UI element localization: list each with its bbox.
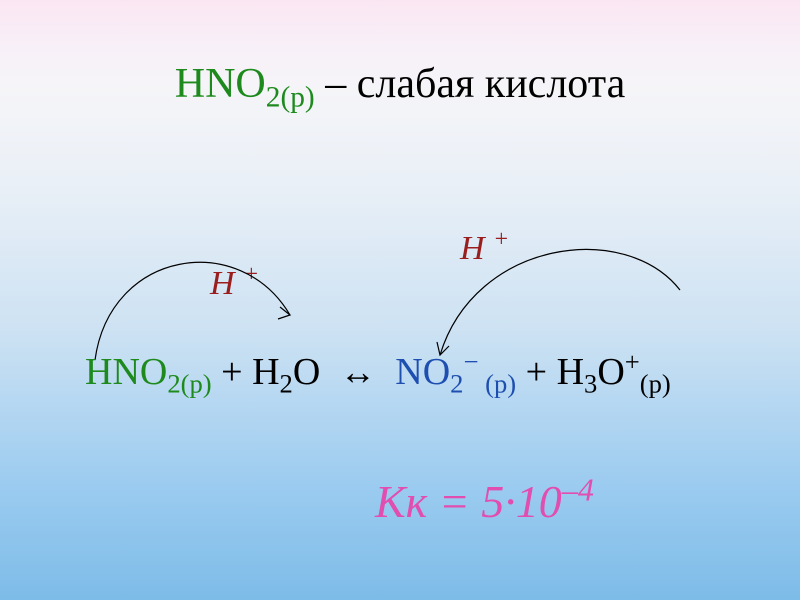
slide-title: HNO2(р) – слабая кислота xyxy=(0,60,800,108)
title-formula: HNO2(р) xyxy=(175,61,315,107)
eq-h3o: H3O+(р) xyxy=(557,351,671,393)
eq-arrow: ↔ xyxy=(330,352,386,392)
eq-hno2: HNO2(р) xyxy=(85,351,212,393)
equilibrium-constant: Kк = 5·10–4 xyxy=(375,475,594,528)
title-text: – слабая кислота xyxy=(315,61,626,107)
proton-arc-right xyxy=(415,230,695,370)
eq-plus-1: + xyxy=(212,351,252,393)
proton-arc-left xyxy=(80,235,300,365)
eq-h2o: H2O xyxy=(252,351,320,393)
reaction-equation: HNO2(р) + H2O ↔ NO2− (р) + H3O+(р) xyxy=(85,350,671,394)
eq-plus-2: + xyxy=(516,351,556,393)
eq-no2: NO2− (р) xyxy=(395,351,516,393)
